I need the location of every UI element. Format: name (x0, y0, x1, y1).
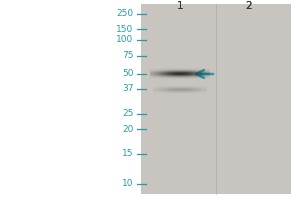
Text: 15: 15 (122, 150, 134, 158)
Text: 75: 75 (122, 51, 134, 60)
Text: 2: 2 (246, 1, 252, 11)
Text: 1: 1 (177, 1, 183, 11)
Text: 10: 10 (122, 180, 134, 188)
Text: 250: 250 (116, 9, 134, 19)
Text: 100: 100 (116, 36, 134, 45)
Text: 150: 150 (116, 24, 134, 33)
Text: 37: 37 (122, 84, 134, 93)
Text: 25: 25 (122, 110, 134, 118)
Text: 1: 1 (177, 1, 183, 11)
FancyBboxPatch shape (141, 4, 291, 194)
Text: 20: 20 (122, 124, 134, 134)
Text: 50: 50 (122, 70, 134, 78)
Text: 2: 2 (246, 1, 252, 11)
